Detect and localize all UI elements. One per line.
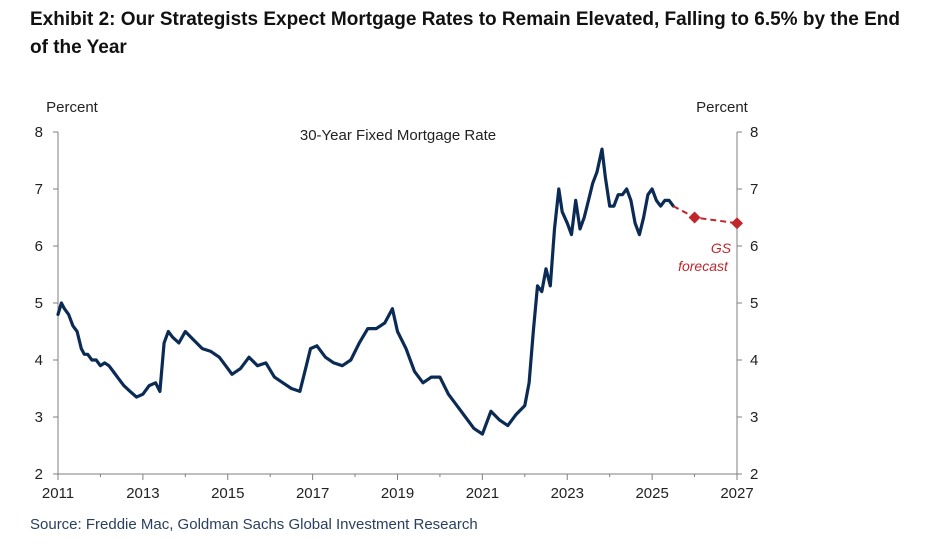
- exhibit-title: Exhibit 2: Our Strategists Expect Mortga…: [30, 9, 900, 58]
- y-tick-label-right: 3: [750, 409, 758, 426]
- y-tick-label-right: 6: [750, 238, 758, 255]
- y-tick-label-left: 5: [35, 295, 43, 312]
- forecast-point: [731, 217, 743, 230]
- x-tick-label: 2017: [296, 485, 329, 502]
- x-tick-label: 2027: [720, 485, 753, 502]
- y-tick-label-left: 8: [35, 124, 43, 141]
- y-tick-label-right: 2: [750, 466, 758, 483]
- y-ticks-right-group: 2 3 4 5 6 7 8: [737, 124, 758, 483]
- y-tick-label-left: 3: [35, 409, 43, 426]
- forecast-dashed-line: [672, 205, 738, 225]
- x-tick-label: 2025: [635, 485, 668, 502]
- forecast-annotation-line-1: GS: [711, 240, 732, 256]
- x-tick-label: 2015: [211, 485, 244, 502]
- x-tick-label: 2011: [42, 485, 74, 502]
- y-tick-label-right: 8: [750, 124, 758, 141]
- source-note: Source: Freddie Mac, Goldman Sachs Globa…: [30, 516, 478, 533]
- y-tick-label-right: 7: [750, 181, 758, 198]
- actual-rate-line: [56, 147, 675, 436]
- chart-title: 30-Year Fixed Mortgage Rate: [300, 127, 496, 144]
- y-ticks-left-group: 2 3 4 5 6 7 8: [35, 124, 58, 483]
- x-tick-label: 2019: [381, 485, 414, 502]
- y-tick-label-left: 2: [35, 466, 43, 483]
- forecast-annotation-line-2: forecast: [678, 258, 729, 274]
- left-axis-unit: Percent: [46, 99, 99, 116]
- series-group: [56, 147, 743, 436]
- y-tick-label-left: 6: [35, 238, 43, 255]
- axes-group: [57, 132, 738, 475]
- x-tick-label: 2021: [466, 485, 499, 502]
- y-tick-label-left: 7: [35, 181, 43, 198]
- y-tick-label-right: 4: [750, 352, 758, 369]
- x-tick-label: 2023: [551, 485, 584, 502]
- forecast-point: [688, 211, 701, 224]
- x-tick-label: 2013: [126, 485, 159, 502]
- right-axis-unit: Percent: [696, 99, 749, 116]
- y-tick-label-left: 4: [35, 352, 43, 369]
- x-ticks-group: 2011 2013 2015 2017 2019 2021 2023 2025 2027: [42, 474, 754, 502]
- y-tick-label-right: 5: [750, 295, 758, 312]
